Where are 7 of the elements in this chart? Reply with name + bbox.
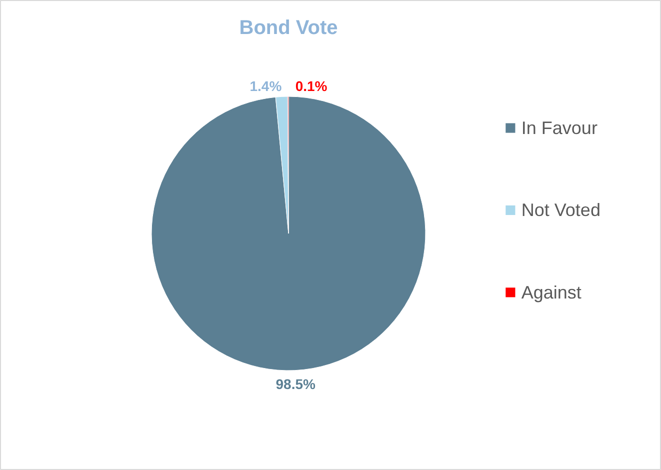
legend-label: Not Voted — [521, 200, 600, 220]
data-label: 1.4% — [250, 78, 282, 94]
legend-label: Against — [521, 282, 582, 302]
data-label: 0.1% — [295, 78, 328, 94]
chart-title: Bond Vote — [239, 17, 338, 39]
legend-label: In Favour — [521, 118, 598, 138]
data-label: 98.5% — [276, 376, 316, 392]
